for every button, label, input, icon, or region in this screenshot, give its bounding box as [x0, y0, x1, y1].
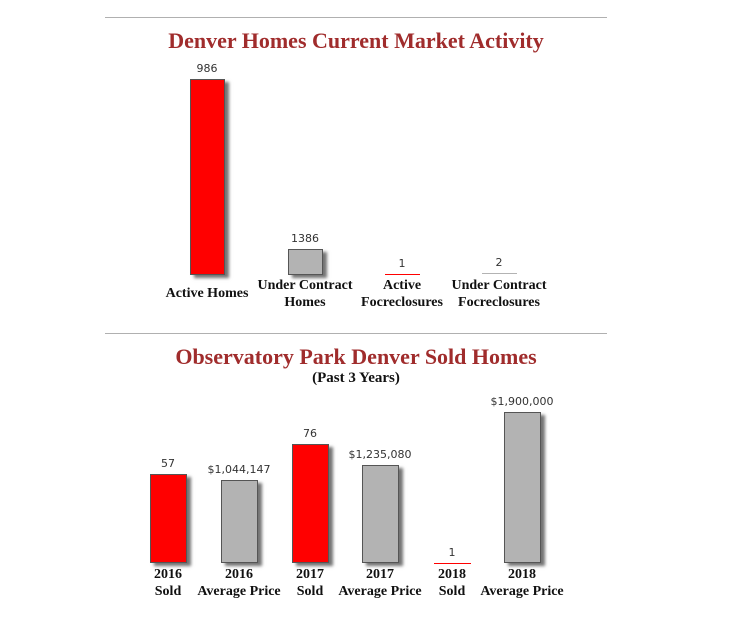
bar: [189, 79, 225, 275]
bar: [384, 273, 420, 275]
bar: [291, 443, 329, 563]
category-label: 2017 Average Price: [338, 567, 422, 599]
category-label: Under Contract Focreclosures: [451, 278, 547, 310]
chart1-title: Denver Homes Current Market Activity: [168, 28, 544, 53]
data-label: $1,235,080: [348, 447, 412, 461]
bar: [361, 464, 399, 563]
top-divider: [105, 17, 607, 18]
bar: [503, 412, 541, 563]
bar: [433, 563, 471, 564]
chart2-title: Observatory Park Denver Sold Homes: [175, 344, 537, 369]
data-label: 76: [303, 426, 317, 440]
middle-divider: [105, 333, 607, 334]
category-label: 2017 Sold: [296, 567, 324, 599]
category-label: Under Contract Homes: [257, 278, 353, 310]
bar: [287, 248, 323, 275]
category-label: 2016 Sold: [154, 567, 182, 599]
data-label: $1,900,000: [490, 395, 554, 408]
category-label: Active Focreclosures: [361, 278, 443, 310]
data-label: 1: [448, 546, 456, 559]
bar: [481, 273, 517, 275]
data-label: 986: [196, 62, 218, 75]
category-label: 2018 Sold: [438, 567, 466, 599]
data-label: 57: [161, 456, 175, 470]
bar: [220, 479, 258, 563]
category-label: 2018 Average Price: [480, 567, 564, 599]
category-label: Active Homes: [165, 286, 249, 301]
bar: [149, 473, 187, 563]
data-label: 1386: [291, 231, 319, 245]
data-label: $1,044,147: [207, 462, 271, 476]
category-label: 2016 Average Price: [197, 567, 281, 599]
data-label: 2: [495, 256, 503, 270]
chart2-subtitle: (Past 3 Years): [312, 370, 400, 386]
data-label: 1: [398, 256, 406, 270]
